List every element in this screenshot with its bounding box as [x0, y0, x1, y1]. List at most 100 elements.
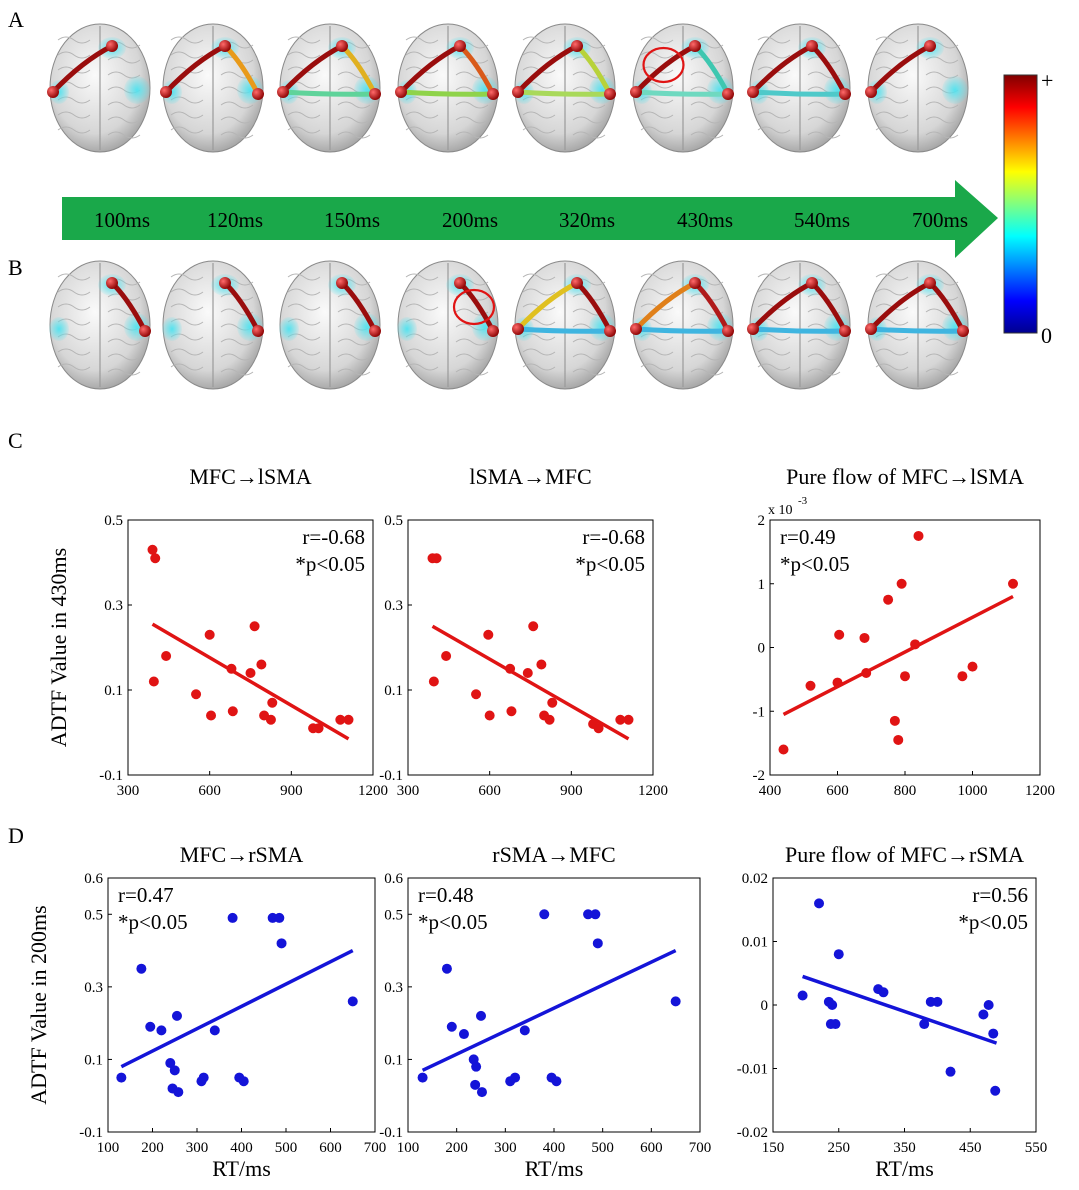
brain-gyrus [757, 51, 791, 59]
brain-a-6 [630, 23, 734, 153]
region-node [336, 277, 348, 289]
region-node [336, 40, 348, 52]
x-tick-label: 900 [560, 783, 583, 799]
regression-line [782, 594, 1014, 716]
stat-annotation: *p<0.05 [295, 552, 365, 576]
brain-gyrus [337, 353, 371, 361]
region-node [604, 88, 616, 100]
data-point [249, 621, 260, 632]
brain-gyrus [57, 111, 91, 119]
region-node [689, 40, 701, 52]
y-tick-label: 0.3 [384, 980, 403, 996]
region-node [139, 325, 151, 337]
brain-gyrus [337, 101, 371, 109]
brain-gyrus [57, 126, 91, 134]
data-point [893, 734, 904, 745]
data-point [136, 963, 147, 974]
data-point [428, 676, 439, 687]
brain-gyrus [287, 36, 321, 44]
data-point [206, 710, 217, 721]
region-node [865, 323, 877, 335]
region-node [219, 277, 231, 289]
data-point [161, 651, 172, 661]
brain-gyrus [107, 131, 141, 139]
brain-a-2 [160, 23, 264, 153]
data-point [274, 912, 285, 923]
region-node [722, 88, 734, 100]
brain-gyrus [220, 353, 254, 361]
brain-gyrus [220, 101, 254, 109]
data-point [171, 1010, 182, 1021]
data-point [913, 530, 924, 541]
brain-b-2 [162, 260, 264, 390]
connection-edge [280, 43, 345, 95]
brain-gyrus [640, 273, 674, 281]
colorbar-min-label: 0 [1041, 323, 1052, 348]
x-tick-label: 600 [640, 1140, 663, 1156]
data-point [778, 744, 789, 755]
data-point [592, 938, 603, 949]
data-point [173, 1087, 184, 1098]
data-point [471, 689, 482, 700]
chart-title: lSMA→MFC [469, 464, 591, 489]
data-point [670, 996, 681, 1007]
data-point [551, 1076, 562, 1087]
brain-a-8 [865, 23, 969, 153]
data-point [983, 1000, 994, 1010]
brain-gyrus [807, 368, 841, 376]
connection-edge [868, 43, 933, 95]
brain-gyrus [57, 51, 91, 59]
connection-edge [868, 326, 966, 334]
connection-edge [868, 280, 933, 332]
data-point [147, 544, 158, 555]
data-point [883, 594, 894, 605]
region-node [512, 86, 524, 98]
data-point [536, 659, 547, 670]
brain-gyrus [875, 288, 909, 296]
region-node [369, 325, 381, 337]
y-tick-label: 0.1 [384, 683, 403, 699]
y-tick-label: -0.02 [737, 1125, 768, 1141]
brain-gyrus [875, 36, 909, 44]
x-tick-label: 500 [275, 1140, 298, 1156]
x-tick-label: 500 [591, 1140, 614, 1156]
brain-gyrus [640, 288, 674, 296]
brain-row-b [49, 260, 969, 390]
region-node [369, 88, 381, 100]
regression-line [120, 949, 354, 1069]
data-point [834, 629, 845, 640]
brain-gyrus [337, 131, 371, 139]
data-point [539, 909, 550, 920]
brain-gyrus [170, 303, 204, 311]
data-point [276, 938, 287, 949]
panel-letter-b: B [8, 255, 23, 280]
y-tick-label: -0.1 [79, 1125, 103, 1141]
brain-gyrus [690, 353, 724, 361]
brain-gyrus [875, 126, 909, 134]
region-node [924, 40, 936, 52]
x-tick-label: 300 [494, 1140, 517, 1156]
y-tick-label: 0.6 [84, 871, 103, 887]
brain-gyrus [807, 338, 841, 346]
connection-edge [398, 43, 463, 95]
region-node [277, 86, 289, 98]
region-node [747, 323, 759, 335]
region-node [571, 277, 583, 289]
y-tick-label: -0.1 [99, 768, 123, 784]
data-point [832, 677, 843, 688]
data-point [441, 651, 452, 661]
data-point [505, 663, 516, 674]
data-point [859, 632, 870, 643]
stat-annotation: *p<0.05 [958, 910, 1028, 934]
data-point [805, 680, 816, 691]
data-point [615, 714, 626, 725]
y-tick-label: 0.5 [84, 907, 103, 923]
stat-annotation: *p<0.05 [780, 552, 850, 576]
brain-b-6 [630, 260, 734, 390]
brain-gyrus [455, 116, 489, 124]
y-axis-label: ADTF Value in 430ms [46, 548, 71, 747]
x-tick-label: 1200 [638, 783, 668, 799]
brain-gyrus [522, 348, 556, 356]
brain-gyrus [287, 111, 321, 119]
region-node [806, 277, 818, 289]
